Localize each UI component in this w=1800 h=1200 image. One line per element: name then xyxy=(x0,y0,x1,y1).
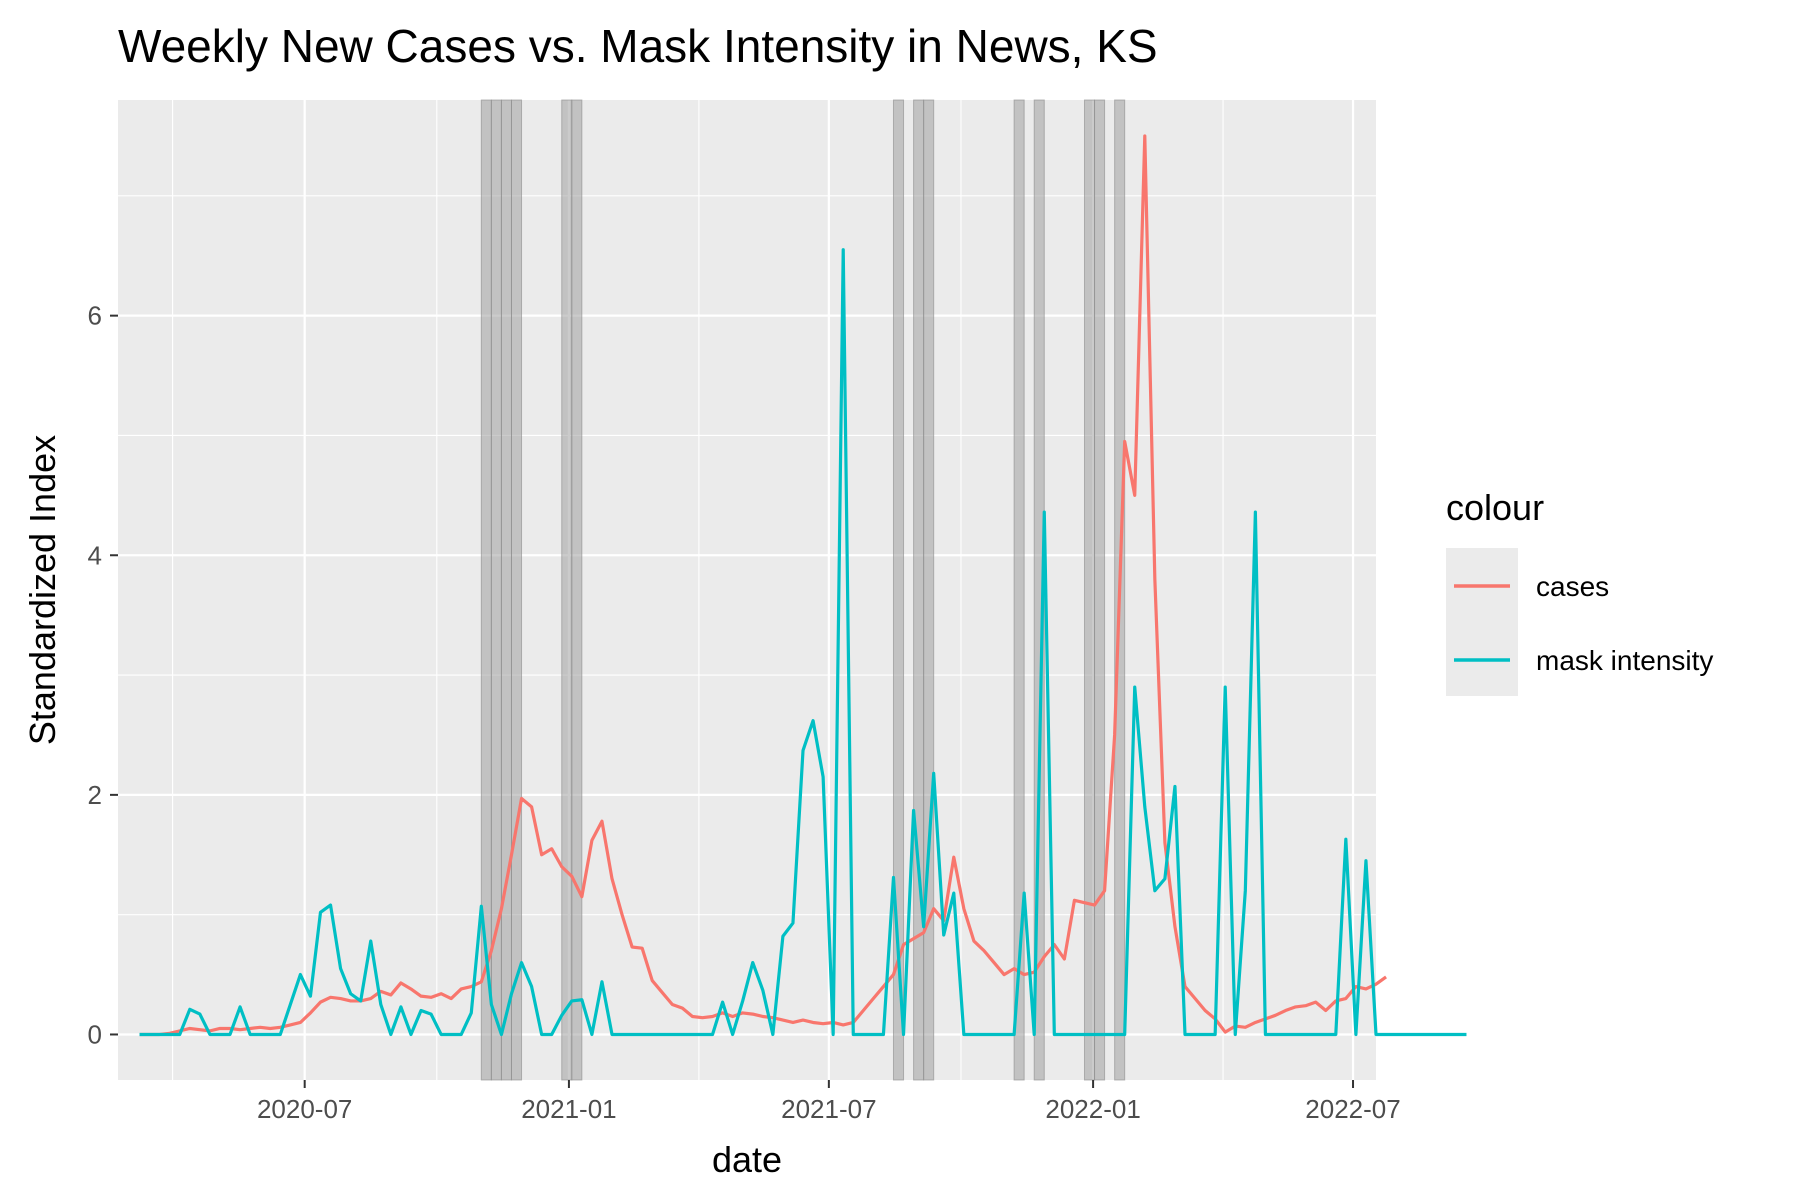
shaded-week xyxy=(1013,99,1025,1081)
x-axis-ticks: 2020-07 2021-01 2021-07 2022-01 2022-07 xyxy=(257,1080,1401,1124)
chart-title: Weekly New Cases vs. Mask Intensity in N… xyxy=(118,20,1158,72)
shaded-week xyxy=(510,99,523,1081)
x-tick-label: 2021-01 xyxy=(521,1094,616,1124)
legend-label-mask-intensity: mask intensity xyxy=(1536,645,1713,676)
x-tick-label: 2020-07 xyxy=(257,1094,352,1124)
x-tick-label: 2022-01 xyxy=(1045,1094,1140,1124)
y-tick-label: 4 xyxy=(88,540,102,570)
x-tick-label: 2021-07 xyxy=(781,1094,876,1124)
x-tick-label: 2022-07 xyxy=(1305,1094,1400,1124)
shaded-week xyxy=(892,99,905,1081)
plot-panel xyxy=(118,100,1376,1080)
x-axis-title: date xyxy=(712,1139,782,1180)
series-line-mask-intensity xyxy=(139,248,1467,1037)
y-axis-ticks: 0 2 4 6 xyxy=(88,301,118,1049)
shaded-week xyxy=(1094,99,1106,1081)
shaded-week xyxy=(571,99,583,1081)
legend-label-cases: cases xyxy=(1536,571,1609,602)
y-axis-title: Standardized Index xyxy=(22,435,63,745)
legend-title: colour xyxy=(1446,487,1544,528)
shaded-week xyxy=(500,99,512,1081)
shaded-weeks xyxy=(480,99,1126,1081)
y-tick-label: 2 xyxy=(88,780,102,810)
legend: colour cases mask intensity xyxy=(1446,487,1713,696)
y-tick-label: 0 xyxy=(88,1019,102,1049)
legend-key-background xyxy=(1446,548,1518,696)
shaded-week xyxy=(561,99,573,1081)
series-layer xyxy=(139,134,1467,1037)
shaded-week xyxy=(1083,99,1096,1081)
shaded-week xyxy=(923,99,935,1081)
series-line-cases xyxy=(139,134,1387,1037)
grid-minor xyxy=(118,100,1376,1080)
y-tick-label: 6 xyxy=(88,301,102,331)
